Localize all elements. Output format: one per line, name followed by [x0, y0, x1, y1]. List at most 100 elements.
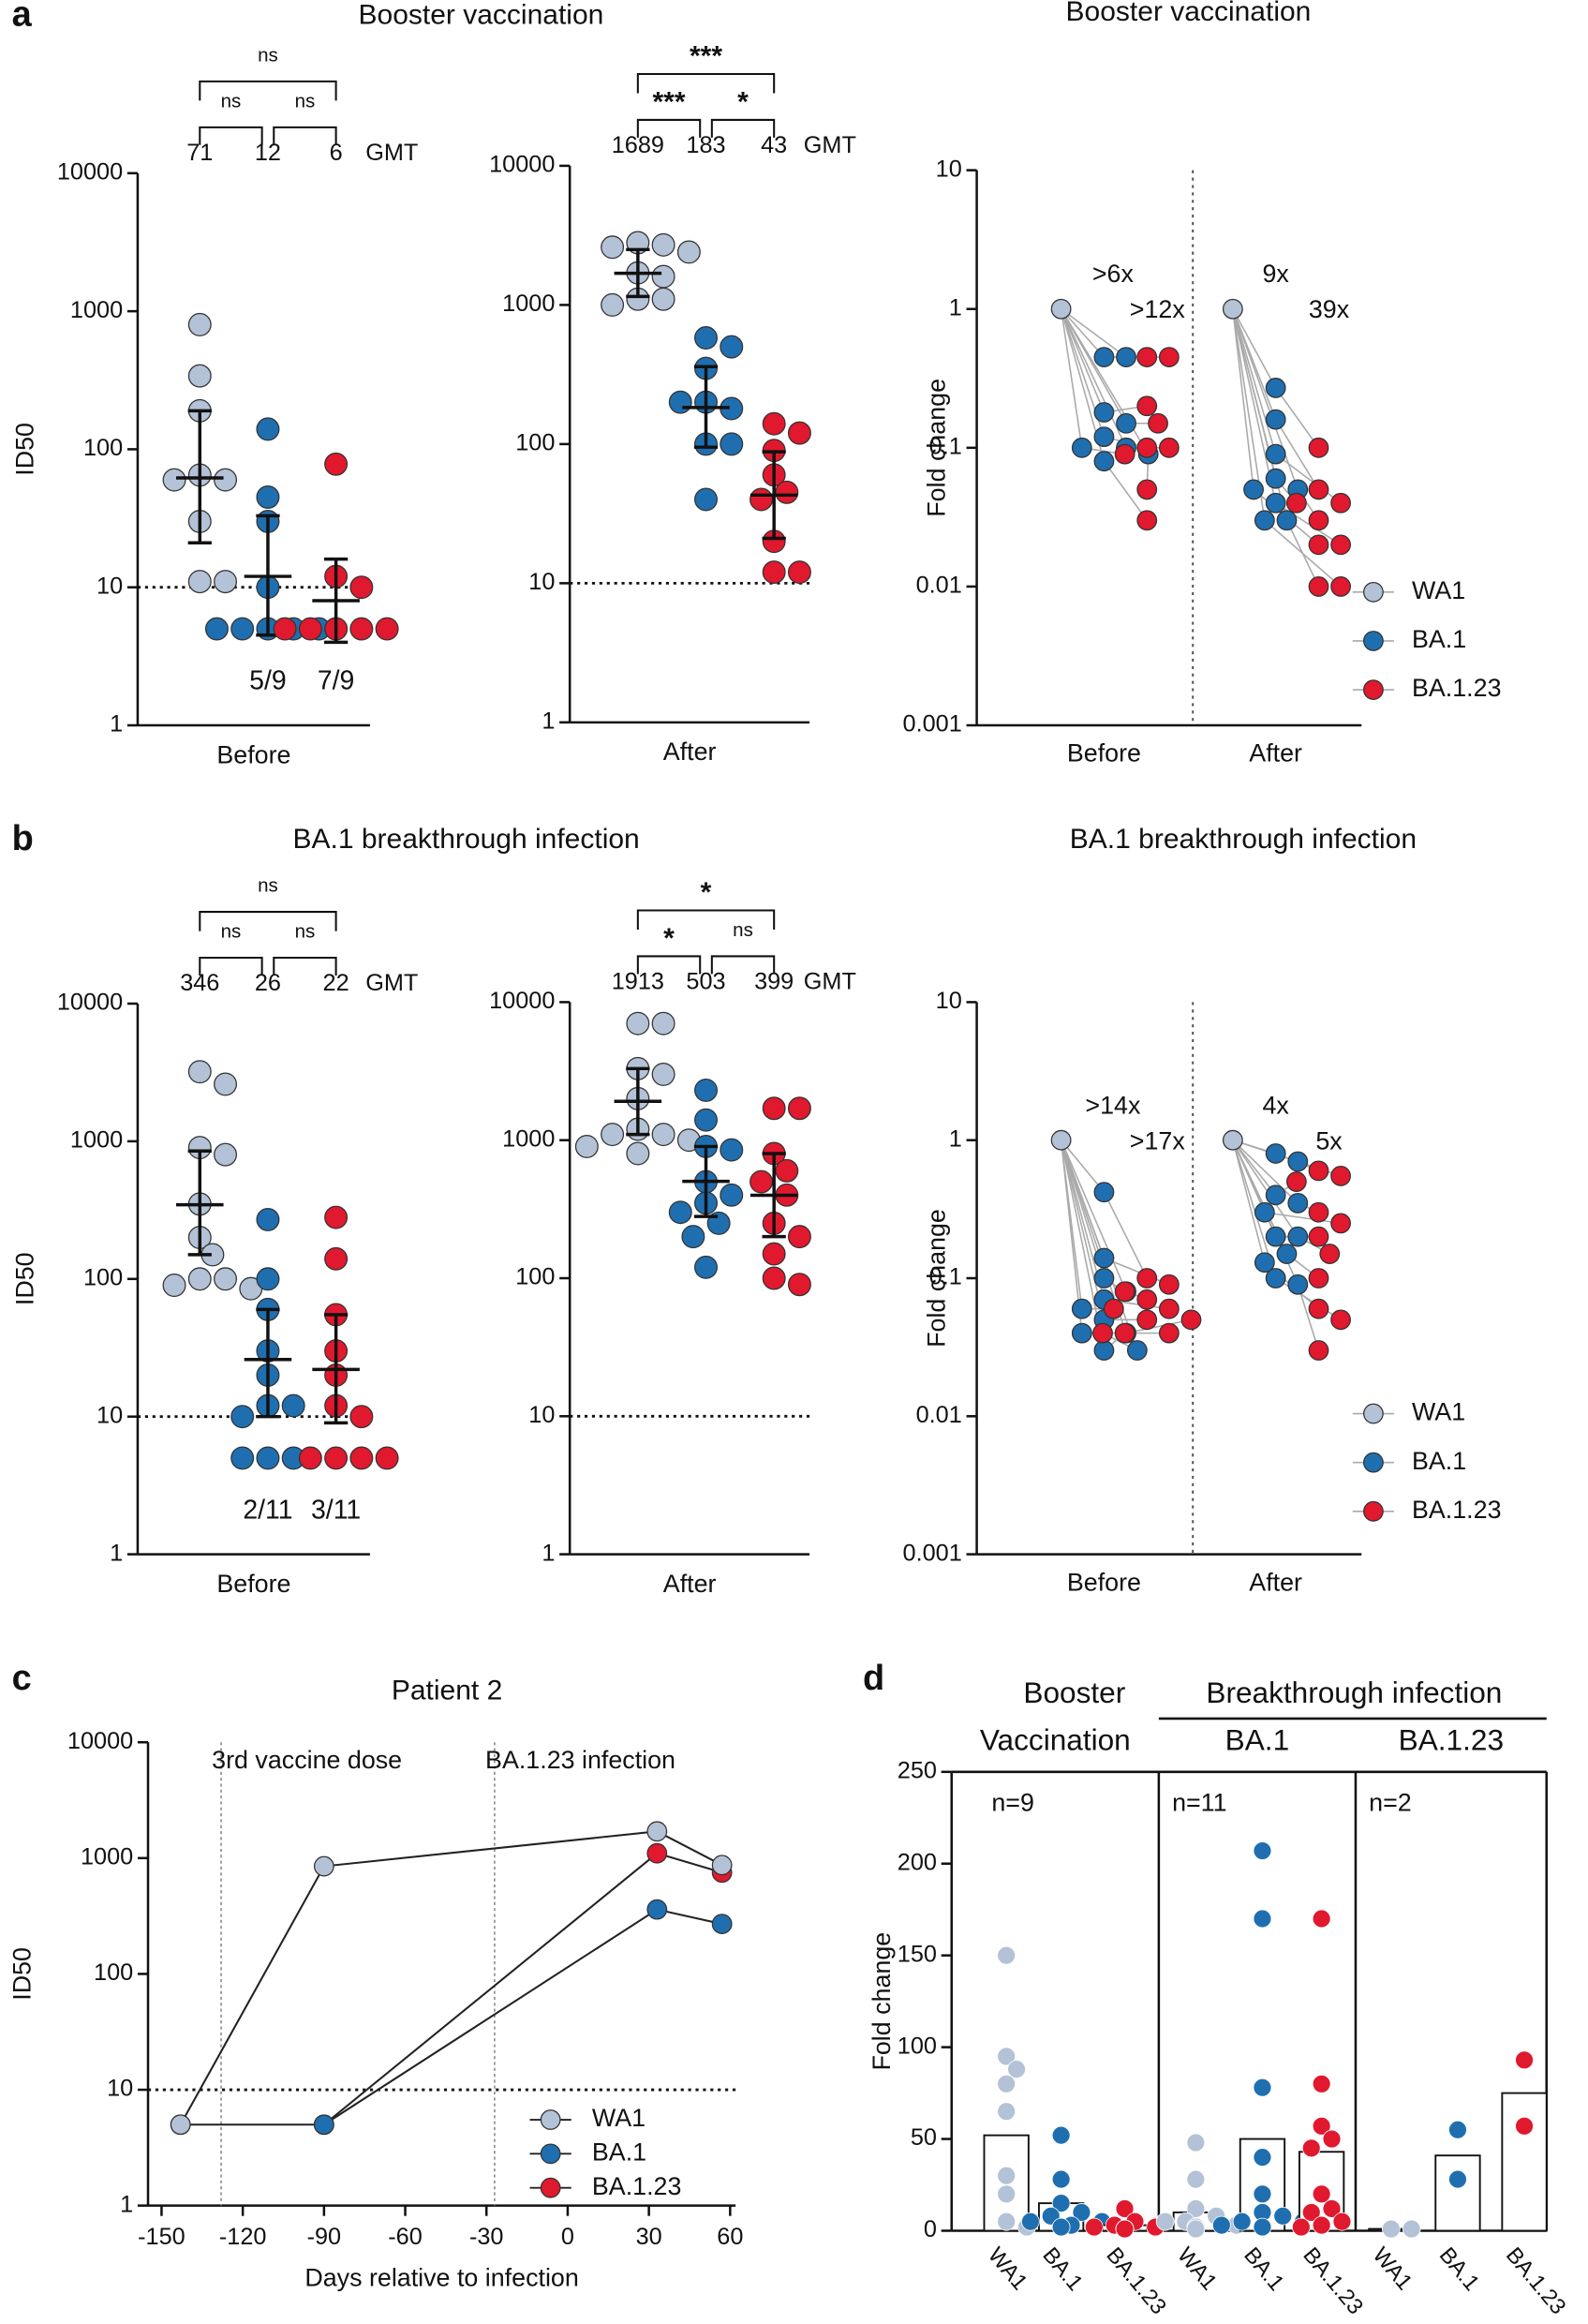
significance-bracket	[199, 956, 263, 976]
gmt-label: 183	[686, 132, 725, 158]
data-point	[230, 617, 255, 641]
annotation: >14x	[1085, 1092, 1141, 1120]
data-point	[1126, 1340, 1148, 1361]
pair-link	[1274, 419, 1320, 490]
data-point	[1276, 510, 1298, 531]
data-point	[694, 1255, 718, 1279]
data-point	[1308, 479, 1329, 500]
data-point	[681, 1225, 705, 1249]
data-point	[1186, 2169, 1206, 2189]
legend-label: BA.1	[1412, 625, 1466, 653]
data-point	[676, 240, 701, 264]
data-point	[1308, 1298, 1329, 1319]
data-point	[1330, 576, 1351, 597]
data-point	[349, 1446, 374, 1470]
data-point	[997, 2047, 1017, 2066]
data-point	[1285, 492, 1307, 514]
x-tick-label: BA.1	[1434, 2243, 1484, 2296]
data-point	[1330, 492, 1351, 514]
data-point	[651, 1123, 675, 1147]
data-point	[762, 1266, 786, 1290]
data-point	[1148, 412, 1168, 434]
pair-link	[1060, 308, 1083, 448]
pair-link	[1232, 308, 1299, 490]
data-point	[775, 1158, 799, 1183]
count-label: 2/11	[243, 1495, 292, 1525]
data-point	[694, 1108, 718, 1132]
significance-bracket	[273, 126, 337, 145]
data-point	[1021, 2212, 1040, 2231]
data-point	[256, 1446, 280, 1470]
x-axis-label: After	[663, 737, 717, 766]
data-point	[1273, 2206, 1293, 2226]
data-point	[1253, 1841, 1272, 1860]
y-tick-label: 0	[924, 2216, 937, 2242]
pair-link	[1232, 1140, 1299, 1204]
data-point	[1253, 2148, 1272, 2168]
legend-marker	[1363, 1403, 1384, 1424]
data-point	[1301, 2203, 1321, 2222]
x-tick-label: WA1	[1368, 2243, 1417, 2295]
x-tick-label: BA.1.23	[1101, 2243, 1170, 2319]
y-tick-label: 100	[94, 1959, 133, 1986]
data-point	[230, 1405, 255, 1429]
data-point	[1312, 2116, 1331, 2136]
y-tick-label: 10	[107, 2076, 133, 2102]
header: Booster	[1023, 1676, 1125, 1709]
x-tick-label: 60	[717, 2224, 743, 2250]
y-tick-label: 0.1	[929, 434, 962, 460]
y-tick-label: 50	[911, 2124, 937, 2151]
x-tick-label: -60	[388, 2224, 423, 2250]
chart-title: BA.1 breakthrough infection	[292, 824, 639, 855]
data-point	[1265, 468, 1286, 489]
data-point	[187, 1267, 212, 1291]
data-point	[1402, 2219, 1421, 2239]
data-point	[1103, 1298, 1124, 1319]
data-point	[762, 560, 786, 585]
significance-bracket	[199, 80, 337, 101]
data-point	[230, 1446, 255, 1470]
x-tick-label: 30	[636, 2224, 662, 2250]
data-point	[1287, 1192, 1309, 1214]
data-point	[626, 1141, 650, 1166]
x-tick-label: -120	[219, 2224, 267, 2250]
data-point	[1312, 2215, 1331, 2235]
data-point	[1136, 479, 1158, 500]
data-point	[1158, 437, 1180, 458]
data-point	[1312, 2074, 1331, 2093]
panel-letter: b	[12, 819, 34, 858]
panel-letter: a	[12, 0, 33, 34]
data-point	[214, 1142, 238, 1167]
data-point	[256, 1207, 280, 1231]
chart-title: Booster vaccination	[359, 0, 604, 30]
data-point	[1050, 298, 1072, 320]
data-point	[646, 1842, 668, 1864]
legend-label: WA1	[1412, 1398, 1465, 1426]
pair-link	[1232, 308, 1277, 389]
pair-link	[1104, 1257, 1170, 1286]
y-tick-label: 250	[898, 1757, 937, 1783]
data-point	[1515, 2116, 1534, 2136]
data-point	[1072, 2203, 1091, 2222]
data-point	[720, 1183, 744, 1207]
significance-bracket	[273, 956, 337, 976]
y-tick-label: 10000	[57, 990, 123, 1016]
x-tick-label: BA.1	[1239, 2243, 1288, 2296]
count-label: 3/11	[311, 1495, 361, 1525]
y-axis-label: ID50	[11, 1252, 39, 1305]
gmt-title: GMT	[365, 970, 418, 996]
pair-link	[1232, 308, 1254, 490]
bar	[1501, 2092, 1548, 2232]
group-n: n=11	[1172, 1789, 1226, 1817]
y-tick-label: 1	[110, 1540, 123, 1566]
significance-label: ns	[733, 919, 753, 941]
data-point	[711, 1914, 733, 1935]
data-point	[775, 480, 799, 504]
data-point	[214, 570, 238, 594]
data-point	[749, 487, 774, 512]
data-point	[1254, 510, 1275, 531]
data-point	[720, 335, 744, 359]
data-point	[162, 1274, 186, 1297]
data-point	[1093, 1340, 1115, 1361]
legend-label: WA1	[1412, 576, 1465, 604]
